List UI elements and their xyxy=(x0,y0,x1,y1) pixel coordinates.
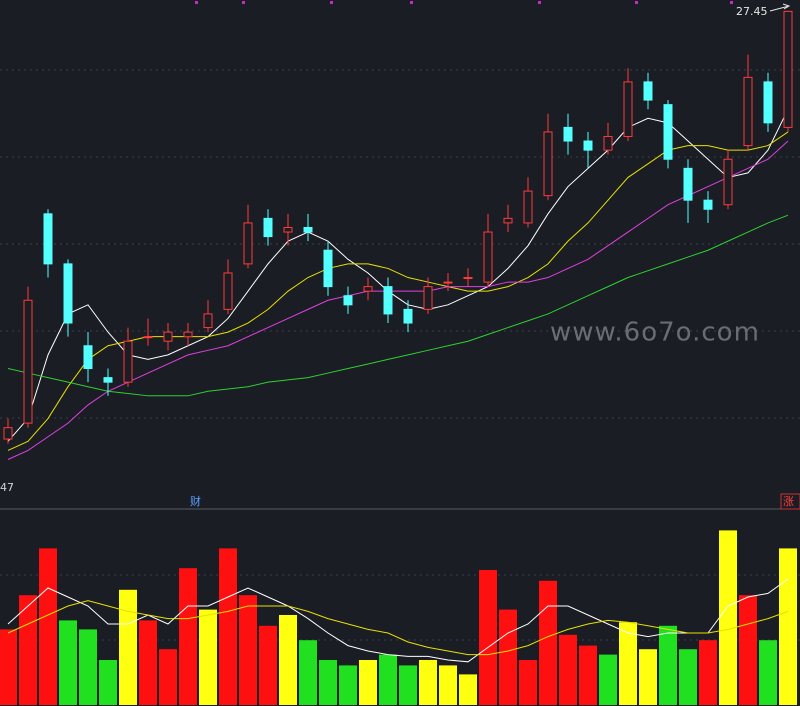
candle-body xyxy=(563,126,573,142)
candle-body xyxy=(663,104,673,160)
volume-bar xyxy=(779,548,797,705)
volume-bar xyxy=(59,620,77,705)
candle-body xyxy=(723,158,733,206)
volume-bar xyxy=(319,660,337,705)
candle-body xyxy=(83,345,93,370)
left-marker: 财 xyxy=(190,494,201,508)
average-line xyxy=(7,140,789,460)
volume-bar xyxy=(359,660,377,705)
volume-bar xyxy=(299,640,317,705)
volume-bar xyxy=(559,634,577,705)
volume-bar xyxy=(459,674,477,705)
candle-body xyxy=(123,340,133,383)
candle-body xyxy=(423,286,433,310)
candle-body xyxy=(263,217,273,238)
price-pane xyxy=(3,10,793,460)
volume-bar xyxy=(739,595,757,705)
volume-bar xyxy=(759,640,777,705)
candle-body xyxy=(43,213,53,265)
candle-body xyxy=(603,135,613,151)
candle-body xyxy=(383,286,393,315)
marker-box xyxy=(780,493,800,510)
candle-body xyxy=(643,81,653,101)
volume-bar xyxy=(619,622,637,705)
volume-bar xyxy=(679,649,697,705)
volume-bar xyxy=(419,660,437,705)
candle-body xyxy=(243,222,253,265)
volume-bar xyxy=(19,595,37,705)
candle-body xyxy=(103,377,113,383)
candle-body xyxy=(183,331,193,338)
candle-body xyxy=(363,286,373,292)
candle-body xyxy=(203,313,213,329)
candle-body xyxy=(483,231,493,283)
volume-bar xyxy=(379,654,397,705)
volume-bar xyxy=(579,645,597,705)
volume-bar xyxy=(439,665,457,705)
average-line xyxy=(7,214,789,397)
candle-body xyxy=(283,226,293,233)
volume-bar xyxy=(79,629,97,705)
average-line xyxy=(7,578,789,663)
candle-body xyxy=(63,263,73,324)
average-line xyxy=(7,108,789,442)
volume-bar xyxy=(719,530,737,705)
candle-body xyxy=(223,272,233,310)
volume-bar xyxy=(219,548,237,705)
candle-body xyxy=(503,217,513,224)
volume-bar xyxy=(119,589,137,705)
candle-body xyxy=(303,226,313,233)
volume-bar xyxy=(139,620,157,705)
volume-bar xyxy=(539,580,557,705)
volume-bar xyxy=(39,548,57,705)
volume-bar xyxy=(99,660,117,705)
candle-body xyxy=(783,10,793,128)
candle-body xyxy=(583,140,593,151)
volume-bar xyxy=(399,665,417,705)
candle-body xyxy=(743,76,753,147)
candle-body xyxy=(703,199,713,210)
volume-bar xyxy=(239,595,257,705)
volume-bar xyxy=(479,570,497,705)
candle-body xyxy=(23,299,33,424)
low-label: 47 xyxy=(0,481,14,494)
top-markers xyxy=(195,1,733,4)
right-marker: 涨 xyxy=(783,495,794,508)
volume-bar xyxy=(159,649,177,705)
volume-bar xyxy=(699,640,717,705)
volume-pane xyxy=(0,530,797,705)
volume-bar xyxy=(199,609,217,705)
volume-bar xyxy=(259,625,277,705)
volume-bar xyxy=(639,649,657,705)
candle-body xyxy=(523,190,533,224)
candle-body xyxy=(163,331,173,342)
candle-body xyxy=(323,249,333,288)
volume-bar xyxy=(659,625,677,705)
average-line xyxy=(7,131,789,451)
volume-bar xyxy=(0,629,17,705)
watermark: www.6o7o.com xyxy=(550,318,760,348)
candle-body xyxy=(623,81,633,137)
volume-bar xyxy=(279,615,297,705)
candle-body xyxy=(143,336,153,339)
volume-bar xyxy=(599,654,617,705)
high-arrow xyxy=(769,3,791,12)
candle-body xyxy=(763,81,773,124)
volume-bar xyxy=(519,660,537,705)
candle-body xyxy=(443,281,453,284)
volume-bar xyxy=(179,568,197,705)
volume-bar xyxy=(339,665,357,705)
candle-body xyxy=(543,131,553,197)
high-label: 27.45 xyxy=(736,5,768,18)
candle-body xyxy=(683,167,693,201)
volume-bar xyxy=(499,609,517,705)
average-line xyxy=(7,600,789,656)
candle-body xyxy=(343,295,353,306)
candle-body xyxy=(3,427,13,440)
candle-body xyxy=(403,308,413,324)
candle-body xyxy=(463,277,473,280)
